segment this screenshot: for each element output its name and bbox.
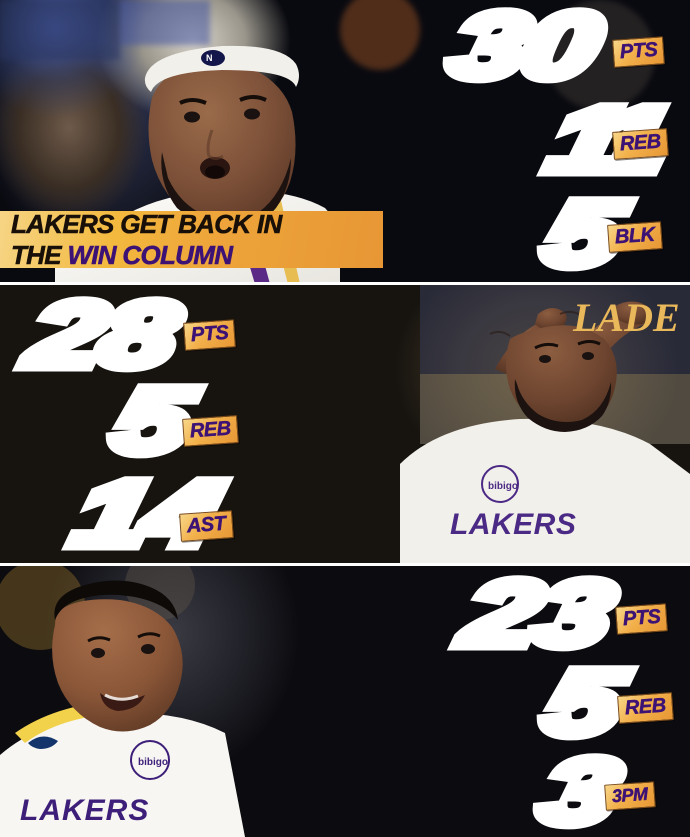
svg-text:N: N — [206, 53, 213, 63]
svg-text:bibigo: bibigo — [488, 481, 518, 492]
svg-text:LAKERS: LAKERS — [20, 794, 149, 827]
svg-text:LAKERS: LAKERS — [450, 508, 576, 541]
svg-text:bibigo: bibigo — [138, 757, 168, 768]
